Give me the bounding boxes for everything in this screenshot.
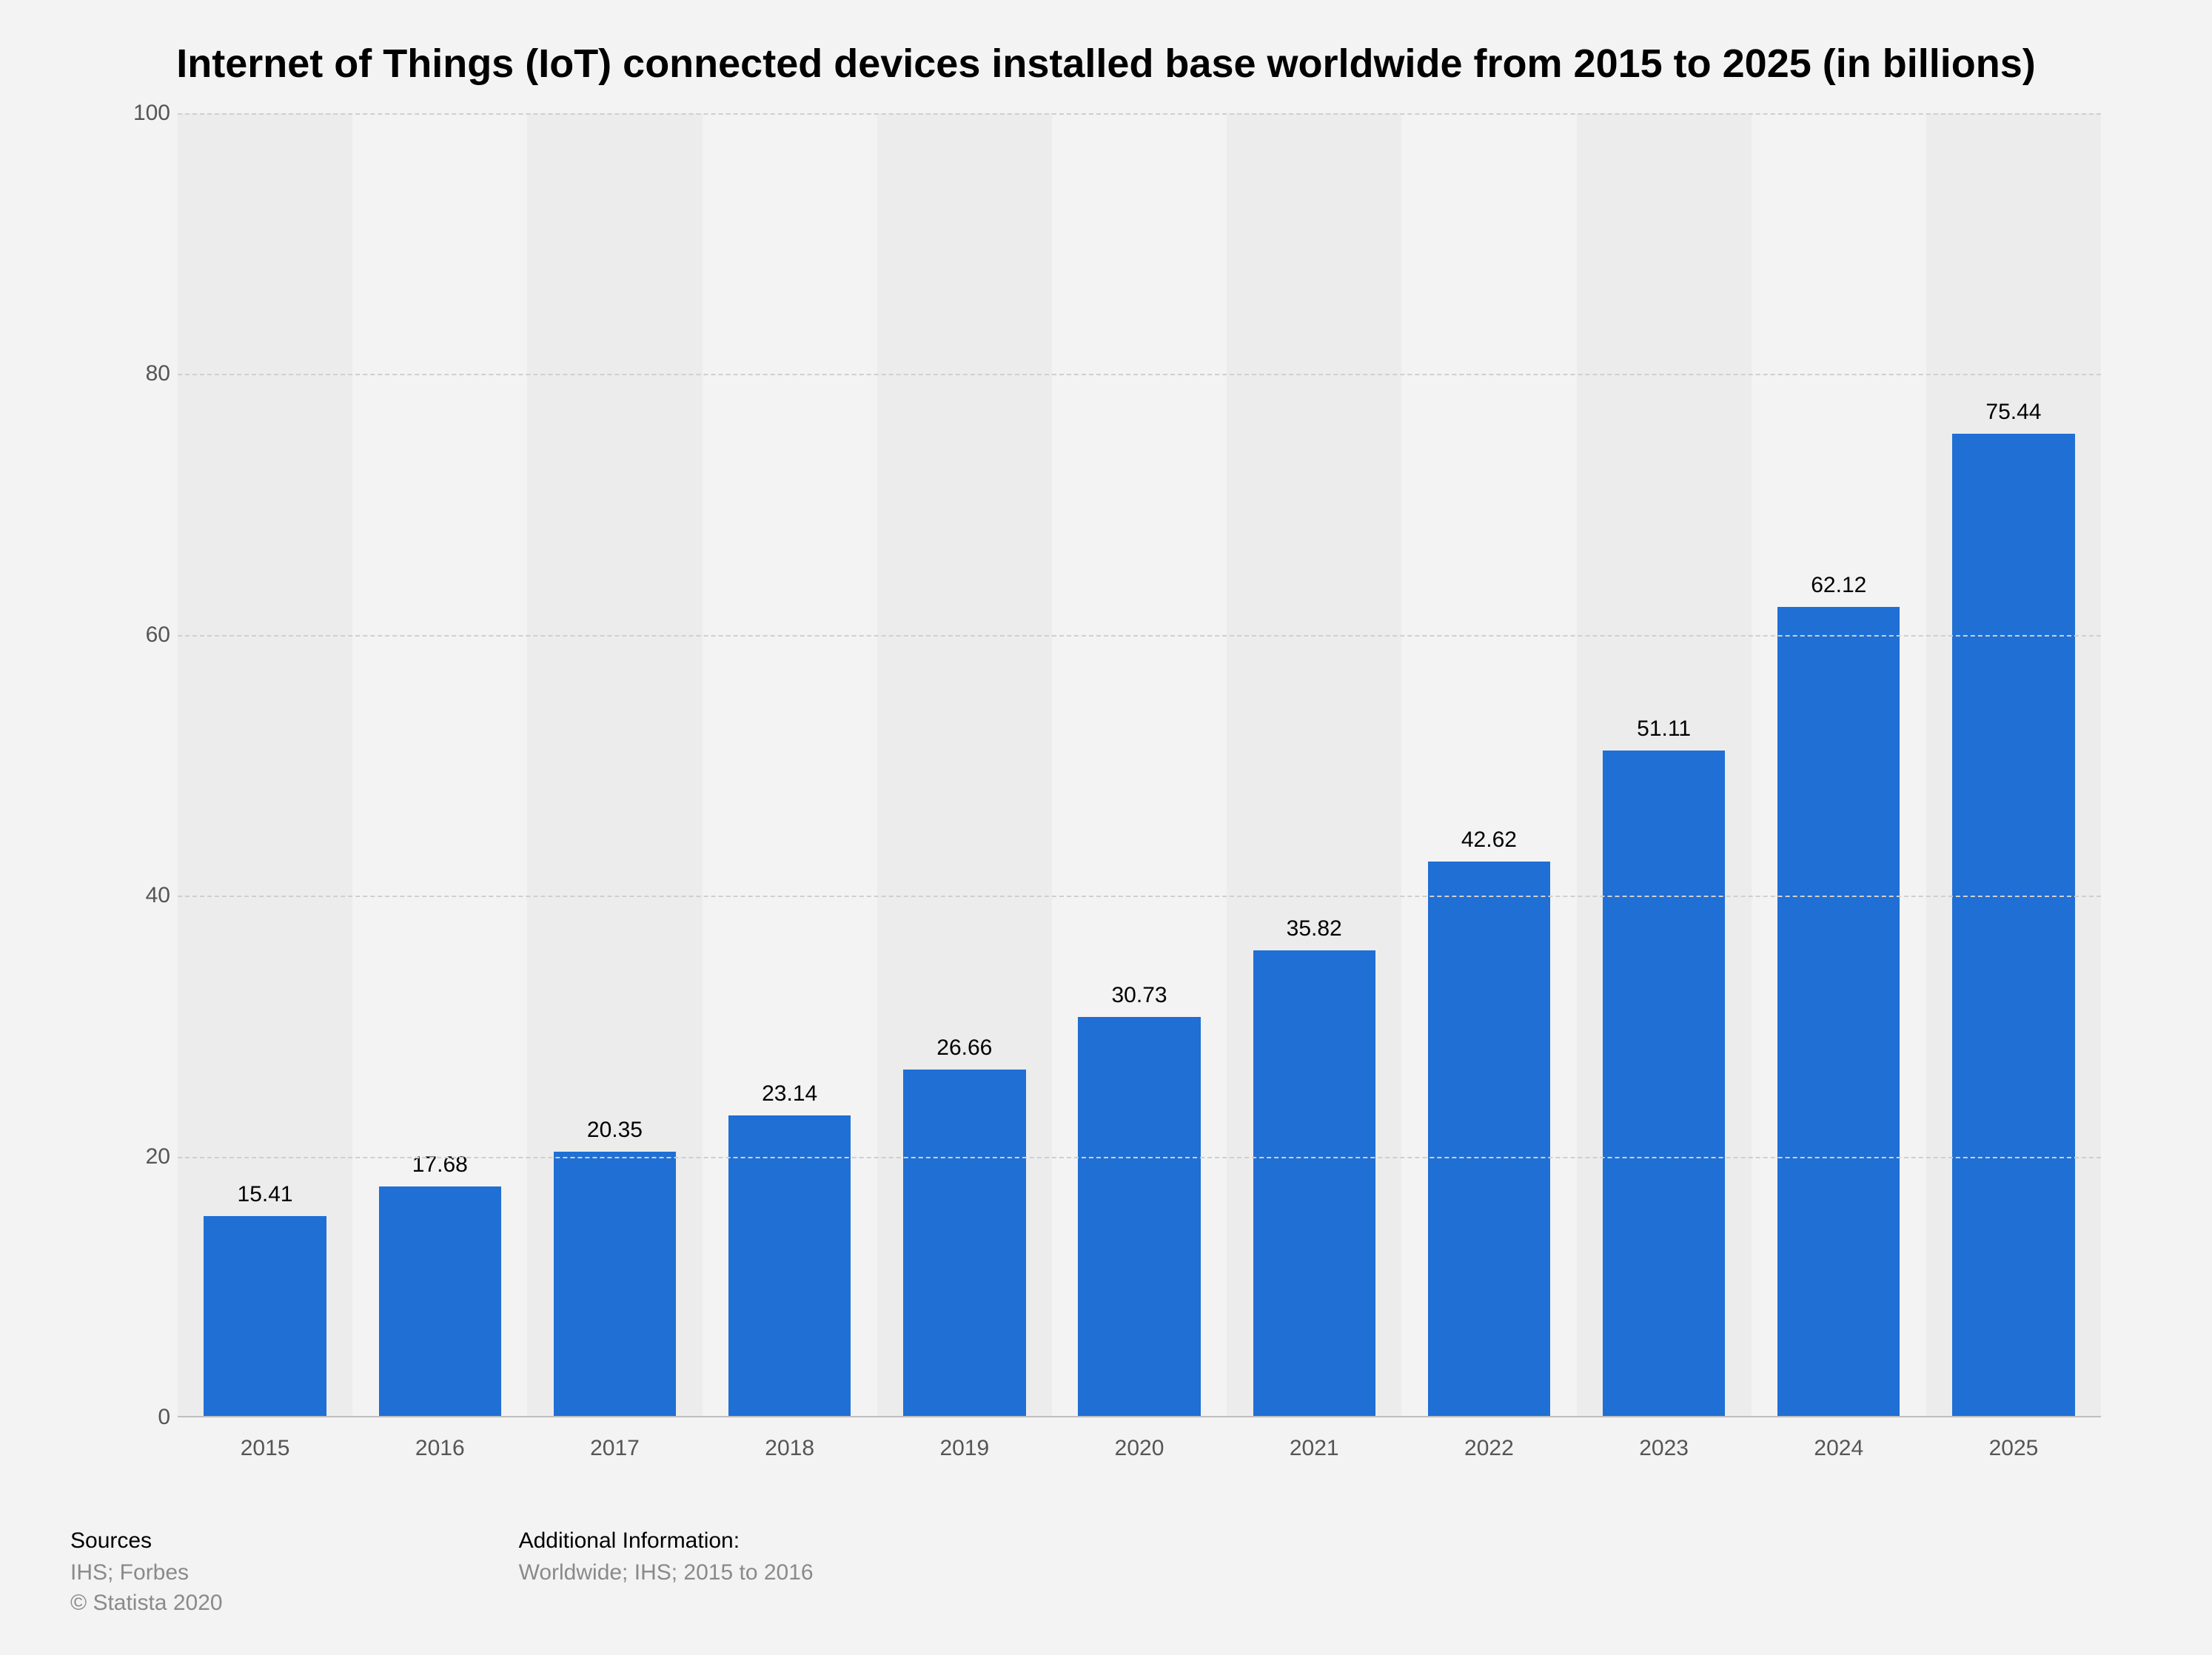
bar-slot: 20.35 bbox=[527, 113, 702, 1417]
bar-value-label: 42.62 bbox=[1401, 828, 1576, 853]
bar-slot: 75.44 bbox=[1926, 113, 2101, 1417]
plot-wrap: Connected devices in billions 15.4117.68… bbox=[178, 113, 2101, 1499]
x-tick-label: 2022 bbox=[1401, 1417, 1576, 1499]
x-axis-labels: 2015201620172018201920202021202220232024… bbox=[178, 1417, 2101, 1499]
bar-value-label: 35.82 bbox=[1227, 916, 1401, 941]
x-tick-label: 2023 bbox=[1577, 1417, 1752, 1499]
additional-info-heading: Additional Information: bbox=[519, 1528, 814, 1554]
bar bbox=[554, 1152, 676, 1417]
x-tick-label: 2025 bbox=[1926, 1417, 2101, 1499]
bar-slot: 17.68 bbox=[352, 113, 527, 1417]
x-tick-label: 2018 bbox=[703, 1417, 877, 1499]
plot-area: 15.4117.6820.3523.1426.66 30.73 35.82 42.62… bbox=[178, 113, 2101, 1417]
chart-title: Internet of Things (IoT) connected devic… bbox=[176, 37, 2035, 91]
y-tick-label: 100 bbox=[118, 101, 170, 126]
bars-group: 15.4117.6820.3523.1426.66 30.73 35.82 42.62… bbox=[178, 113, 2101, 1417]
x-tick-label: 2019 bbox=[877, 1417, 1052, 1499]
x-tick-label: 2017 bbox=[527, 1417, 702, 1499]
bar bbox=[1952, 434, 2074, 1417]
bar-value-label: 51.11 bbox=[1577, 716, 1752, 742]
y-tick-label: 0 bbox=[118, 1405, 170, 1430]
bar-value-label: 15.41 bbox=[178, 1182, 352, 1207]
bar-slot: 15.41 bbox=[178, 113, 352, 1417]
y-tick-label: 60 bbox=[118, 622, 170, 648]
bar-slot: 42.62 bbox=[1401, 113, 1576, 1417]
y-tick-label: 40 bbox=[118, 883, 170, 908]
x-tick-label: 2016 bbox=[352, 1417, 527, 1499]
x-tick-label: 2015 bbox=[178, 1417, 352, 1499]
bar-slot: 26.66 bbox=[877, 113, 1052, 1417]
bar-value-label: 26.66 bbox=[877, 1035, 1052, 1061]
bar-value-label: 30.73 bbox=[1052, 983, 1227, 1008]
gridline bbox=[178, 113, 2101, 115]
bar bbox=[728, 1115, 851, 1417]
chart-container: Internet of Things (IoT) connected devic… bbox=[0, 0, 2212, 1655]
bar-slot: 62.12 bbox=[1752, 113, 1926, 1417]
x-tick-label: 2024 bbox=[1752, 1417, 1926, 1499]
bar-value-label: 75.44 bbox=[1926, 400, 2101, 425]
bar-slot: 30.73 bbox=[1052, 113, 1227, 1417]
additional-info-block: Additional Information: Worldwide; IHS; … bbox=[519, 1528, 814, 1618]
bar-value-label: 23.14 bbox=[703, 1081, 877, 1107]
bar-slot: 51.11 bbox=[1577, 113, 1752, 1417]
y-tick-label: 80 bbox=[118, 361, 170, 386]
sources-text: IHS; Forbes© Statista 2020 bbox=[70, 1558, 223, 1618]
bar-slot: 23.14 bbox=[703, 113, 877, 1417]
bar-value-label: 62.12 bbox=[1752, 573, 1926, 598]
x-tick-label: 2021 bbox=[1227, 1417, 1401, 1499]
bar bbox=[1253, 950, 1375, 1417]
y-tick-label: 20 bbox=[118, 1144, 170, 1169]
gridline bbox=[178, 635, 2101, 637]
bar-slot: 35.82 bbox=[1227, 113, 1401, 1417]
x-tick-label: 2020 bbox=[1052, 1417, 1227, 1499]
sources-block: Sources IHS; Forbes© Statista 2020 bbox=[70, 1528, 223, 1618]
bar bbox=[204, 1216, 326, 1417]
bar bbox=[379, 1186, 501, 1417]
bar bbox=[1428, 862, 1550, 1417]
gridline bbox=[178, 1157, 2101, 1158]
gridline bbox=[178, 374, 2101, 375]
bar bbox=[903, 1070, 1025, 1417]
bar bbox=[1078, 1017, 1200, 1417]
bar bbox=[1777, 607, 1900, 1417]
gridline bbox=[178, 896, 2101, 897]
bar-value-label: 20.35 bbox=[527, 1118, 702, 1143]
bar bbox=[1603, 751, 1725, 1417]
sources-heading: Sources bbox=[70, 1528, 223, 1554]
chart-footer: Sources IHS; Forbes© Statista 2020 Addit… bbox=[44, 1499, 2168, 1625]
additional-info-text: Worldwide; IHS; 2015 to 2016 bbox=[519, 1558, 814, 1588]
